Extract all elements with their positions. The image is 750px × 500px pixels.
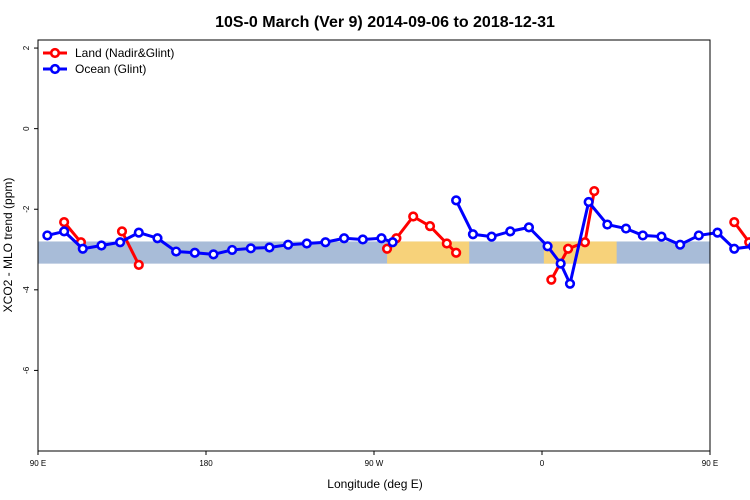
land-data-point (589, 186, 600, 197)
land-data-point (546, 274, 557, 285)
y-tick-label: -4 (22, 286, 31, 294)
ocean-data-point (59, 226, 70, 237)
ocean-data-point (189, 247, 200, 258)
ocean-data-point (339, 233, 350, 244)
land-data-point (729, 217, 740, 228)
ocean-data-point (320, 237, 331, 248)
ocean-data-point (283, 239, 294, 250)
ocean-data-point (542, 241, 553, 252)
land-data-point (133, 259, 144, 270)
ocean-data-point (505, 226, 516, 237)
ocean-data-point (729, 243, 740, 254)
ocean-data-point (675, 239, 686, 250)
ocean-data-point (602, 219, 613, 230)
y-axis-label: XCO2 - MLO trend (ppm) (1, 178, 15, 313)
ocean-data-point (486, 231, 497, 242)
ocean-data-point (133, 227, 144, 238)
x-axis-label: Longitude (deg E) (327, 477, 422, 491)
ocean-data-point (564, 278, 576, 289)
ocean-data-point (656, 231, 667, 242)
y-tick-label: -2 (22, 205, 31, 213)
land-data-point (451, 247, 462, 258)
legend-label-ocean: Ocean (Glint) (75, 62, 146, 76)
ocean-data-point (115, 237, 126, 248)
ocean-data-point (620, 223, 632, 234)
ocean-data-point (152, 233, 163, 244)
ocean-data-point (555, 258, 566, 269)
land-data-point (59, 217, 70, 228)
series-layer (42, 186, 750, 289)
ocean-data-point (451, 195, 462, 206)
ocean-data-point (583, 196, 594, 208)
ocean-data-point (171, 246, 182, 257)
ocean-data-point (208, 249, 219, 260)
legend: Land (Nadir&Glint) Ocean (Glint) (43, 46, 174, 76)
ocean-data-point (357, 234, 368, 245)
ocean-data-point (523, 222, 535, 233)
y-tick-label: 0 (22, 126, 31, 131)
ocean-data-point (245, 243, 256, 254)
ocean-data-point (96, 240, 107, 251)
legend-item-ocean: Ocean (Glint) (43, 62, 146, 76)
ocean-band (38, 241, 710, 264)
ocean-data-point (42, 230, 53, 241)
y-axis: 2 0 -2 -4 -6 (22, 45, 38, 374)
x-tick-label: 0 (540, 459, 545, 468)
ocean-data-point (301, 238, 312, 249)
x-tick-label: 90 E (702, 459, 718, 468)
land-data-point (441, 238, 452, 249)
ocean-data-point (264, 242, 275, 253)
ocean-data-point (77, 243, 88, 254)
ocean-data-point (637, 230, 648, 241)
y-tick-label: 2 (22, 45, 31, 50)
land-data-point (381, 243, 393, 254)
land-series-line (120, 230, 141, 266)
x-tick-label: 180 (199, 459, 213, 468)
land-data-point (408, 211, 419, 222)
land-data-point (579, 237, 591, 248)
x-axis: 90 E 180 90 W 0 90 E (30, 451, 718, 468)
ocean-data-point (376, 233, 387, 244)
ocean-data-point (693, 230, 704, 241)
x-tick-label: 90 W (365, 459, 384, 468)
ocean-data-point (227, 244, 238, 256)
y-tick-label: -6 (22, 366, 31, 374)
land-data-point (563, 243, 574, 254)
x-tick-label: 90 E (30, 459, 46, 468)
ocean-data-point (467, 229, 479, 240)
land-data-point (424, 221, 436, 232)
land-data-point (116, 226, 128, 237)
ocean-data-point (387, 237, 398, 248)
legend-item-land: Land (Nadir&Glint) (43, 46, 174, 60)
ocean-data-point (712, 227, 723, 238)
legend-label-land: Land (Nadir&Glint) (75, 46, 174, 60)
chart-title: 10S-0 March (Ver 9) 2014-09-06 to 2018-1… (215, 14, 555, 31)
